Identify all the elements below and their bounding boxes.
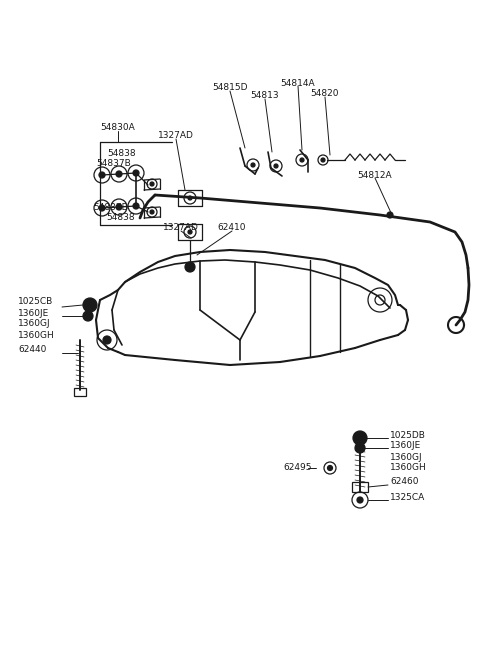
Text: 1360JE: 1360JE xyxy=(390,442,421,451)
FancyBboxPatch shape xyxy=(74,388,86,396)
Text: 62495: 62495 xyxy=(284,463,312,472)
Circle shape xyxy=(188,230,192,234)
Text: 1360GH: 1360GH xyxy=(18,330,55,340)
Text: 54838: 54838 xyxy=(108,150,136,158)
Circle shape xyxy=(133,170,139,176)
Text: 54812A: 54812A xyxy=(358,171,392,179)
Text: 1360GJ: 1360GJ xyxy=(18,319,50,328)
Circle shape xyxy=(116,204,122,210)
Text: 1025CB: 1025CB xyxy=(18,298,53,307)
Text: 62460: 62460 xyxy=(390,478,419,486)
Text: 54813: 54813 xyxy=(251,91,279,101)
Circle shape xyxy=(355,443,365,453)
Circle shape xyxy=(185,262,195,272)
Text: 54820: 54820 xyxy=(311,89,339,99)
Text: 54815D: 54815D xyxy=(212,83,248,93)
Text: 54837B: 54837B xyxy=(94,204,128,212)
Text: 1360GJ: 1360GJ xyxy=(390,453,422,461)
Text: 1360GH: 1360GH xyxy=(390,463,427,472)
Circle shape xyxy=(83,311,93,321)
Circle shape xyxy=(357,497,363,503)
Circle shape xyxy=(327,466,333,470)
Circle shape xyxy=(251,163,255,167)
Circle shape xyxy=(116,171,122,177)
Circle shape xyxy=(133,203,139,209)
Circle shape xyxy=(150,182,154,186)
Circle shape xyxy=(274,164,278,168)
FancyBboxPatch shape xyxy=(352,482,368,492)
Text: 54838: 54838 xyxy=(107,214,135,223)
Text: 54830A: 54830A xyxy=(101,124,135,133)
Text: 54814A: 54814A xyxy=(281,78,315,87)
Text: 1327AD: 1327AD xyxy=(158,131,194,141)
Text: 62410: 62410 xyxy=(218,223,246,233)
Circle shape xyxy=(188,196,192,200)
Text: 62440: 62440 xyxy=(18,346,47,355)
Text: 1025DB: 1025DB xyxy=(390,430,426,440)
Circle shape xyxy=(150,210,154,214)
Text: 1360JE: 1360JE xyxy=(18,309,49,317)
Circle shape xyxy=(83,298,97,312)
Text: 1327AD: 1327AD xyxy=(163,223,199,233)
Circle shape xyxy=(99,172,105,178)
Text: 1325CA: 1325CA xyxy=(390,493,425,501)
Circle shape xyxy=(300,158,304,162)
Circle shape xyxy=(387,212,393,218)
Text: 54837B: 54837B xyxy=(96,158,132,168)
Circle shape xyxy=(353,431,367,445)
Circle shape xyxy=(103,336,111,344)
Circle shape xyxy=(99,205,105,211)
Circle shape xyxy=(321,158,325,162)
